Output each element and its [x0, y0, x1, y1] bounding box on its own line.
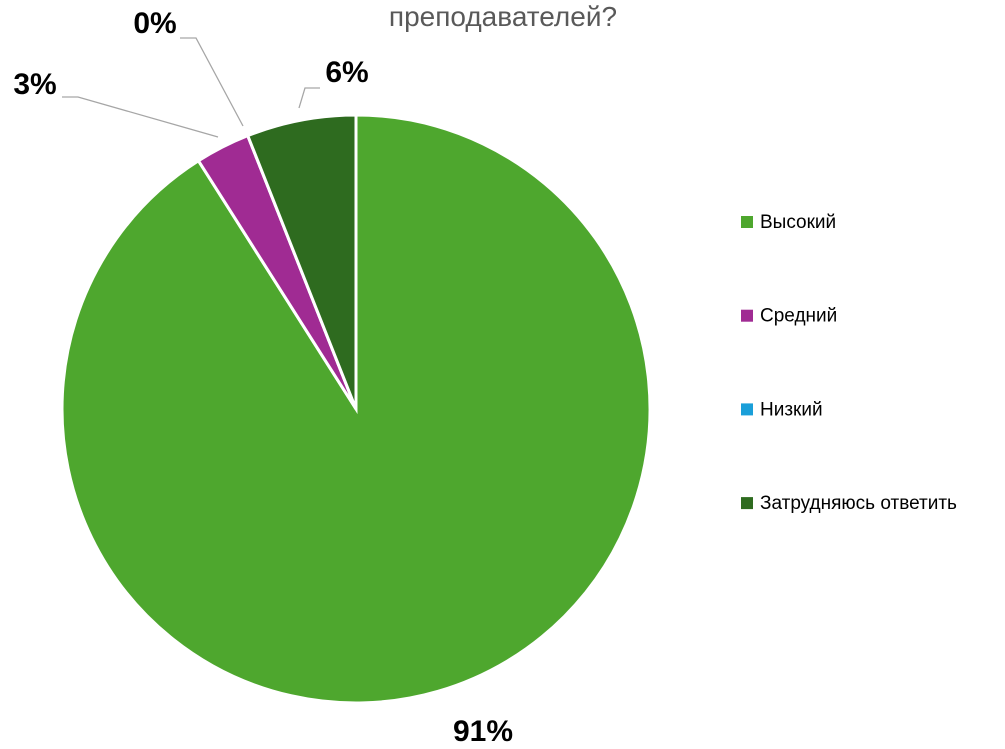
- leader-line: [180, 37, 244, 127]
- data-label: 3%: [13, 68, 56, 101]
- leader-line: [62, 96, 219, 138]
- pie-slice: [245, 113, 358, 410]
- legend-swatch: [741, 497, 753, 510]
- legend-label: Средний: [760, 306, 837, 327]
- chart-title: преподавателей?: [389, 1, 617, 32]
- legend-swatch: [741, 403, 753, 416]
- leader-line: [298, 87, 320, 109]
- legend-swatch: [741, 216, 753, 228]
- legend-label: Низкий: [760, 399, 823, 420]
- legend-label: Высокий: [760, 212, 836, 233]
- legend-swatch: [741, 309, 753, 322]
- data-label: 91%: [453, 715, 513, 748]
- data-label: 0%: [133, 7, 176, 40]
- legend-label: Затрудняюсь ответить: [760, 493, 957, 514]
- data-label: 6%: [325, 56, 368, 89]
